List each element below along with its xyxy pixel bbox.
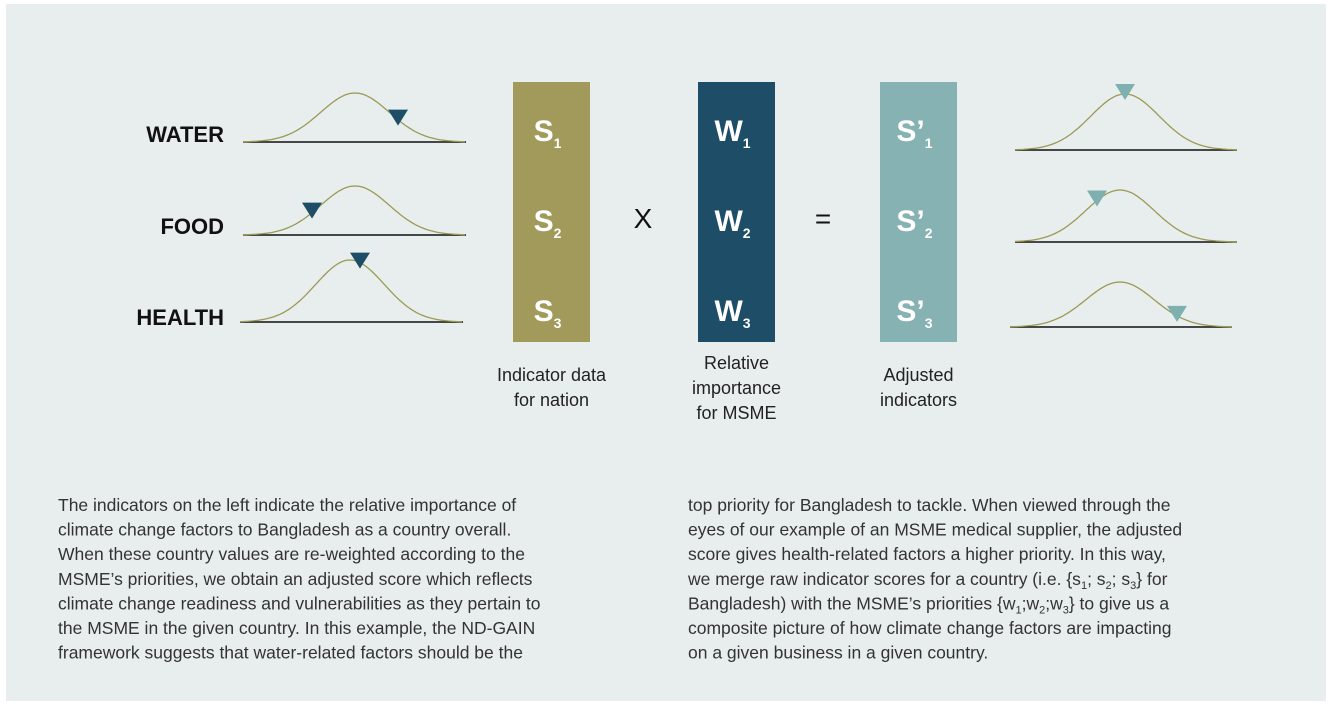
subscript: 2 [1039,604,1045,616]
symbol-subscript: 3 [925,315,933,331]
paragraph-line: on a given business in a given country. [688,643,988,663]
symbol: S2 [534,205,562,241]
text-run: MSME’s priorities, we obtain an adjusted… [58,569,533,589]
column-caption: importance [692,378,781,398]
symbol-subscript: 1 [925,135,933,151]
symbol: S’3 [896,295,932,331]
symbol: W2 [714,205,750,241]
column-caption: for nation [514,390,589,410]
bell-curve [1010,281,1233,328]
marker [1087,190,1107,207]
operator: = [815,203,831,234]
paragraph-line: MSME’s priorities, we obtain an adjusted… [58,569,533,589]
symbol-letter: W [714,205,743,238]
bell-curve [242,185,465,236]
marker [1167,305,1187,322]
text-run: we merge raw indicator scores for a coun… [687,569,1081,589]
paragraph-line: top priority for Bangladesh to tackle. W… [688,495,1171,515]
symbol-letter: S’ [896,205,924,238]
bell-curve [1014,189,1238,243]
text-run: the MSME in the given country. In this e… [58,618,535,638]
bell-curve [240,259,463,323]
symbol: W3 [714,295,750,331]
symbol: S3 [534,295,562,331]
paragraph-line: composite picture of how climate change … [688,618,1171,638]
symbol-subscript: 3 [554,315,562,331]
symbol-letter: S’ [896,295,924,328]
symbol-subscript: 1 [743,135,751,151]
marker [388,109,408,126]
row-label: WATER [146,122,224,147]
text-run: ; s [1087,569,1106,589]
text-run: on a given business in a given country. [688,643,988,663]
text-run: ; s [1112,569,1131,589]
symbol-subscript: 2 [925,225,933,241]
paragraph-line: climate change readiness and vulnerabili… [58,593,541,613]
symbol-letter: S [534,205,554,238]
subscript: 1 [1015,604,1021,616]
paragraph-line: framework suggests that water-related fa… [58,643,523,663]
operator: X [634,203,653,234]
paragraph-line: climate change factors to Bangladesh as … [58,520,511,540]
column-caption: indicators [880,390,957,410]
text-run: Bangladesh) with the MSME’s priorities {… [688,593,1016,613]
symbol: S1 [534,115,562,151]
background [6,4,1326,701]
symbol-subscript: 2 [743,225,751,241]
paragraph-line: Bangladesh) with the MSME’s priorities {… [688,593,1169,616]
subscript: 2 [1106,580,1112,592]
text-run: eyes of our example of an MSME medical s… [688,520,1182,540]
symbol-subscript: 1 [554,135,562,151]
text-run: score gives health-related factors a hig… [688,544,1166,564]
column-caption: Relative [704,353,769,373]
symbol-letter: S [534,115,554,148]
subscript: 1 [1081,580,1087,592]
row-label: HEALTH [136,305,224,330]
text-run: composite picture of how climate change … [688,618,1171,638]
paragraph-line: score gives health-related factors a hig… [688,544,1166,564]
symbol-letter: W [714,115,743,148]
text-run: top priority for Bangladesh to tackle. W… [688,495,1171,515]
text-run: climate change factors to Bangladesh as … [58,520,511,540]
text-run: ;w [1045,593,1063,613]
symbol-letter: W [714,295,743,328]
paragraph-line: When these country values are re-weighte… [58,544,525,564]
symbol-letter: S [534,295,554,328]
symbol: W1 [714,115,750,151]
column-caption: for MSME [696,403,776,423]
bell-curve [242,92,465,143]
marker [350,252,370,269]
subscript: 3 [1130,580,1136,592]
text-run: climate change readiness and vulnerabili… [58,593,541,613]
paragraph-line: we merge raw indicator scores for a coun… [687,569,1168,592]
text-run: ;w [1022,593,1040,613]
symbol: S’2 [896,205,932,241]
text-run: The indicators on the left indicate the … [58,495,516,515]
marker [1115,84,1135,100]
text-run: When these country values are re-weighte… [58,544,525,564]
marker [302,202,322,219]
paragraph-line: the MSME in the given country. In this e… [58,618,535,638]
column-box [513,82,590,342]
symbol-subscript: 2 [554,225,562,241]
symbol-subscript: 3 [743,315,751,331]
column-box [698,82,775,342]
symbol: S’1 [896,115,932,151]
column-box [880,82,957,342]
paragraph-line: eyes of our example of an MSME medical s… [688,520,1182,540]
paragraph-line: The indicators on the left indicate the … [58,495,516,515]
subscript: 3 [1063,604,1069,616]
text-run: } for [1136,569,1167,589]
row-label: FOOD [160,214,224,239]
text-run: } to give us a [1069,593,1169,613]
column-caption: Indicator data [497,365,607,385]
symbol-letter: S’ [896,115,924,148]
text-run: framework suggests that water-related fa… [58,643,523,663]
column-caption: Adjusted [883,365,953,385]
